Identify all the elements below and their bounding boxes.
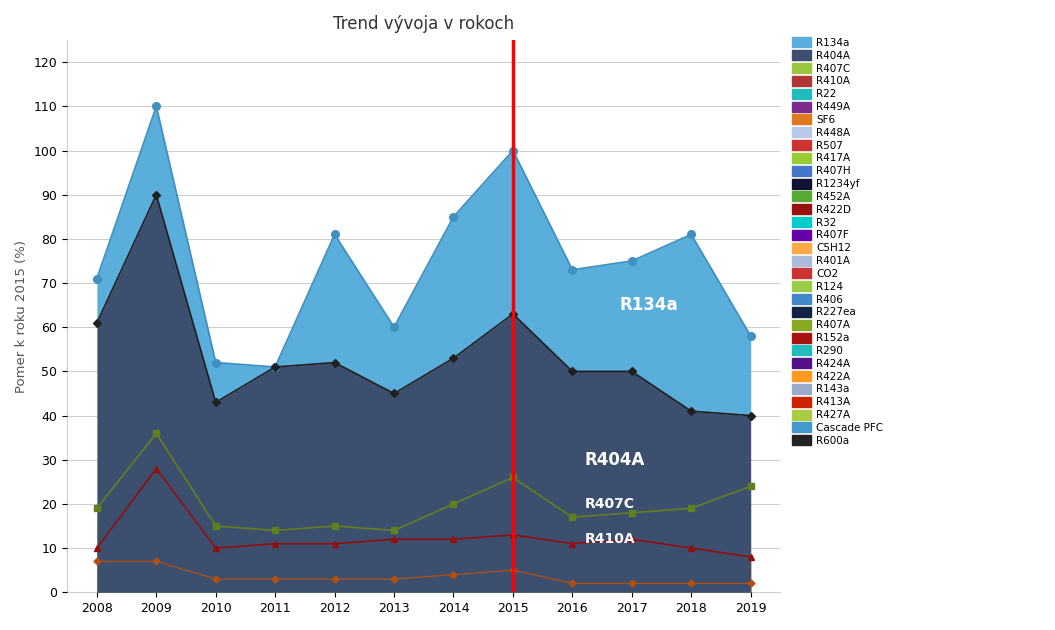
- Legend: R134a, R404A, R407C, R410A, R22, R449A, SF6, R448A, R507, R417A, R407H, R1234yf,: R134a, R404A, R407C, R410A, R22, R449A, …: [789, 34, 886, 449]
- Title: Trend vývoja v rokoch: Trend vývoja v rokoch: [333, 15, 515, 33]
- Text: R410A: R410A: [584, 532, 635, 546]
- Text: R404A: R404A: [584, 450, 645, 469]
- Text: R407C: R407C: [584, 497, 634, 511]
- Text: R134a: R134a: [620, 296, 678, 314]
- Y-axis label: Pomer k roku 2015 (%): Pomer k roku 2015 (%): [15, 239, 28, 392]
